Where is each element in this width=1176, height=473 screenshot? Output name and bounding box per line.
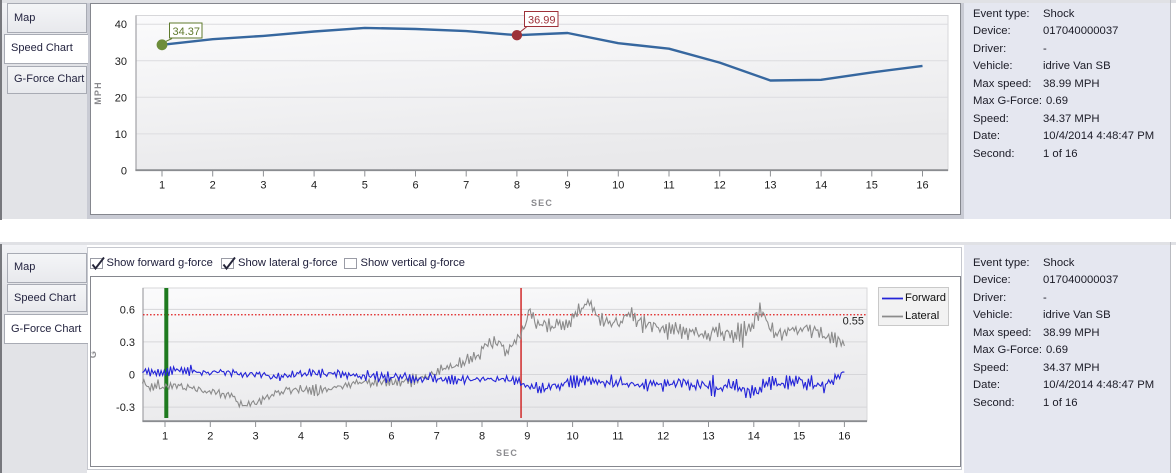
svg-text:12: 12 — [657, 431, 669, 443]
svg-text:15: 15 — [866, 180, 878, 192]
svg-text:4: 4 — [298, 431, 304, 443]
svg-text:MPH: MPH — [93, 81, 103, 105]
svg-text:0: 0 — [121, 165, 127, 177]
svg-text:36.99: 36.99 — [528, 14, 556, 26]
svg-text:30: 30 — [115, 56, 127, 68]
svg-text:5: 5 — [343, 431, 349, 443]
svg-text:3: 3 — [253, 431, 259, 443]
svg-text:8: 8 — [479, 431, 485, 443]
svg-text:13: 13 — [702, 431, 714, 443]
svg-text:10: 10 — [566, 431, 578, 443]
svg-text:0.3: 0.3 — [120, 337, 135, 349]
svg-text:6: 6 — [388, 431, 394, 443]
svg-text:0.6: 0.6 — [120, 304, 135, 316]
svg-text:0: 0 — [129, 370, 135, 382]
svg-text:20: 20 — [115, 92, 127, 104]
svg-text:9: 9 — [565, 180, 571, 192]
svg-text:0.55: 0.55 — [843, 316, 864, 328]
svg-text:SEC: SEC — [531, 198, 553, 208]
svg-text:14: 14 — [815, 180, 827, 192]
svg-text:7: 7 — [434, 431, 440, 443]
svg-text:11: 11 — [612, 431, 623, 443]
svg-text:15: 15 — [793, 431, 805, 443]
svg-text:SEC: SEC — [496, 448, 518, 458]
svg-text:1: 1 — [162, 431, 168, 443]
svg-text:2: 2 — [207, 431, 213, 443]
svg-text:14: 14 — [748, 431, 760, 443]
svg-text:8: 8 — [514, 180, 520, 192]
svg-text:34.37: 34.37 — [173, 26, 201, 38]
svg-text:2: 2 — [210, 180, 216, 192]
svg-text:11: 11 — [663, 180, 674, 192]
svg-text:12: 12 — [714, 180, 726, 192]
svg-text:5: 5 — [362, 180, 368, 192]
svg-text:7: 7 — [463, 180, 469, 192]
svg-text:3: 3 — [260, 180, 266, 192]
svg-text:13: 13 — [764, 180, 776, 192]
svg-text:4: 4 — [311, 180, 317, 192]
svg-text:40: 40 — [115, 19, 127, 31]
svg-text:1: 1 — [159, 180, 165, 192]
svg-text:16: 16 — [838, 431, 850, 443]
svg-text:6: 6 — [412, 180, 418, 192]
svg-text:9: 9 — [524, 431, 530, 443]
svg-text:16: 16 — [916, 180, 928, 192]
svg-text:-0.3: -0.3 — [116, 402, 135, 414]
svg-text:G: G — [91, 350, 98, 358]
svg-text:10: 10 — [612, 180, 624, 192]
svg-text:10: 10 — [115, 129, 127, 141]
